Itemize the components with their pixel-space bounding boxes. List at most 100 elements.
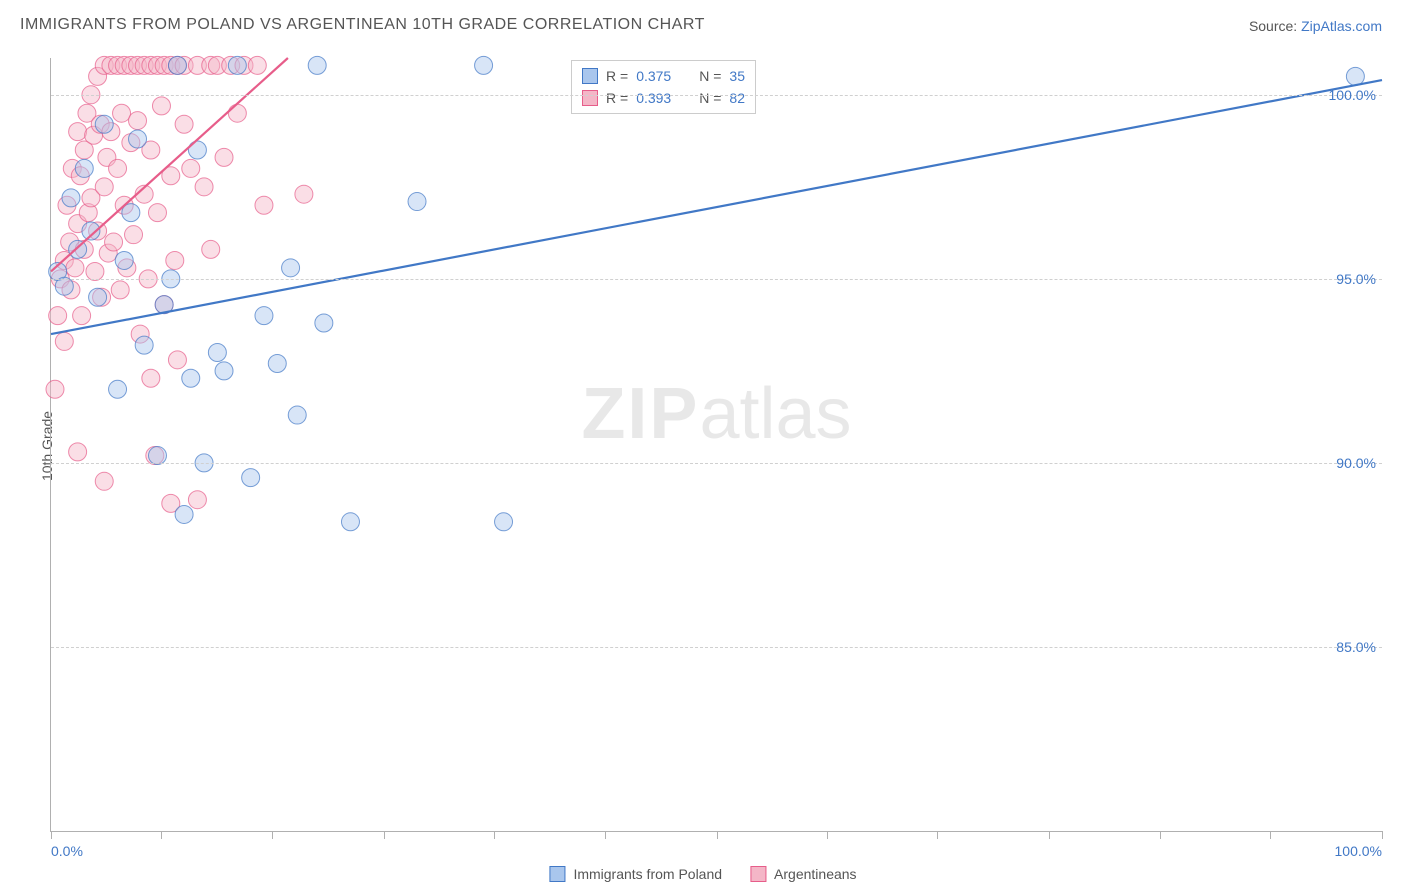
data-point	[202, 240, 220, 258]
data-point	[95, 115, 113, 133]
legend-row: R = 0.375 N = 35	[582, 65, 745, 87]
data-point	[248, 56, 266, 74]
gridline	[51, 95, 1382, 96]
data-point	[115, 251, 133, 269]
plot-area: ZIPatlas R =0.375N =35R =0.393N =82 85.0…	[50, 58, 1382, 832]
data-point	[168, 351, 186, 369]
legend-item: Argentineans	[750, 866, 857, 882]
x-tick	[494, 831, 495, 839]
x-tick	[605, 831, 606, 839]
data-point	[215, 362, 233, 380]
x-tick	[717, 831, 718, 839]
chart-svg	[51, 58, 1382, 831]
y-tick-label: 90.0%	[1336, 455, 1376, 471]
legend-row: R = 0.393 N = 82	[582, 87, 745, 109]
gridline	[51, 279, 1382, 280]
legend-r-label: R =	[606, 65, 628, 87]
data-point	[195, 178, 213, 196]
data-point	[308, 56, 326, 74]
data-point	[255, 307, 273, 325]
data-point	[105, 233, 123, 251]
data-point	[475, 56, 493, 74]
data-point	[495, 513, 513, 531]
legend-n-value: 35	[729, 65, 745, 87]
data-point	[288, 406, 306, 424]
data-point	[175, 115, 193, 133]
data-point	[228, 104, 246, 122]
data-point	[408, 193, 426, 211]
data-point	[49, 307, 67, 325]
data-point	[62, 189, 80, 207]
x-tick	[1160, 831, 1161, 839]
data-point	[315, 314, 333, 332]
x-tick-label-end: 100.0%	[1335, 843, 1382, 859]
legend-swatch	[549, 866, 565, 882]
y-tick-label: 95.0%	[1336, 271, 1376, 287]
data-point	[129, 112, 147, 130]
data-point	[175, 505, 193, 523]
legend-label: Immigrants from Poland	[573, 866, 722, 882]
data-point	[182, 159, 200, 177]
x-tick	[384, 831, 385, 839]
data-point	[95, 472, 113, 490]
data-point	[166, 251, 184, 269]
gridline	[51, 647, 1382, 648]
x-tick	[51, 831, 52, 839]
legend-r-label: R =	[606, 87, 628, 109]
data-point	[142, 369, 160, 387]
data-point	[69, 123, 87, 141]
data-point	[341, 513, 359, 531]
data-point	[125, 226, 143, 244]
data-point	[135, 336, 153, 354]
data-point	[215, 148, 233, 166]
data-point	[268, 355, 286, 373]
x-tick	[937, 831, 938, 839]
x-tick	[1049, 831, 1050, 839]
legend-n-label: N =	[699, 87, 721, 109]
source-label: Source:	[1249, 18, 1301, 34]
legend-r-value: 0.393	[636, 87, 671, 109]
data-point	[109, 159, 127, 177]
trend-line	[51, 80, 1382, 334]
y-tick-label: 85.0%	[1336, 639, 1376, 655]
data-point	[188, 491, 206, 509]
legend-swatch	[750, 866, 766, 882]
x-tick-label-start: 0.0%	[51, 843, 83, 859]
legend-n-value: 82	[729, 87, 745, 109]
data-point	[109, 380, 127, 398]
data-point	[255, 196, 273, 214]
data-point	[208, 343, 226, 361]
x-tick	[827, 831, 828, 839]
data-point	[86, 262, 104, 280]
data-point	[113, 104, 131, 122]
data-point	[1346, 67, 1364, 85]
x-tick	[1382, 831, 1383, 839]
legend-item: Immigrants from Poland	[549, 866, 722, 882]
data-point	[75, 159, 93, 177]
source-attribution: Source: ZipAtlas.com	[1249, 18, 1382, 34]
data-point	[69, 443, 87, 461]
data-point	[182, 369, 200, 387]
legend-r-value: 0.375	[636, 65, 671, 87]
data-point	[242, 469, 260, 487]
y-tick-label: 100.0%	[1329, 87, 1376, 103]
legend-swatch	[582, 68, 598, 84]
chart-container: IMMIGRANTS FROM POLAND VS ARGENTINEAN 10…	[0, 0, 1406, 892]
series-legend: Immigrants from Poland Argentineans	[549, 866, 856, 882]
data-point	[95, 178, 113, 196]
x-tick	[161, 831, 162, 839]
data-point	[295, 185, 313, 203]
correlation-legend: R = 0.375 N = 35 R = 0.393 N = 82	[571, 60, 756, 114]
data-point	[46, 380, 64, 398]
data-point	[66, 259, 84, 277]
data-point	[55, 332, 73, 350]
data-point	[55, 277, 73, 295]
legend-n-label: N =	[699, 65, 721, 87]
data-point	[89, 288, 107, 306]
chart-title: IMMIGRANTS FROM POLAND VS ARGENTINEAN 10…	[20, 16, 705, 34]
source-link[interactable]: ZipAtlas.com	[1301, 18, 1382, 34]
data-point	[111, 281, 129, 299]
x-tick	[272, 831, 273, 839]
legend-swatch	[582, 90, 598, 106]
x-tick	[1270, 831, 1271, 839]
